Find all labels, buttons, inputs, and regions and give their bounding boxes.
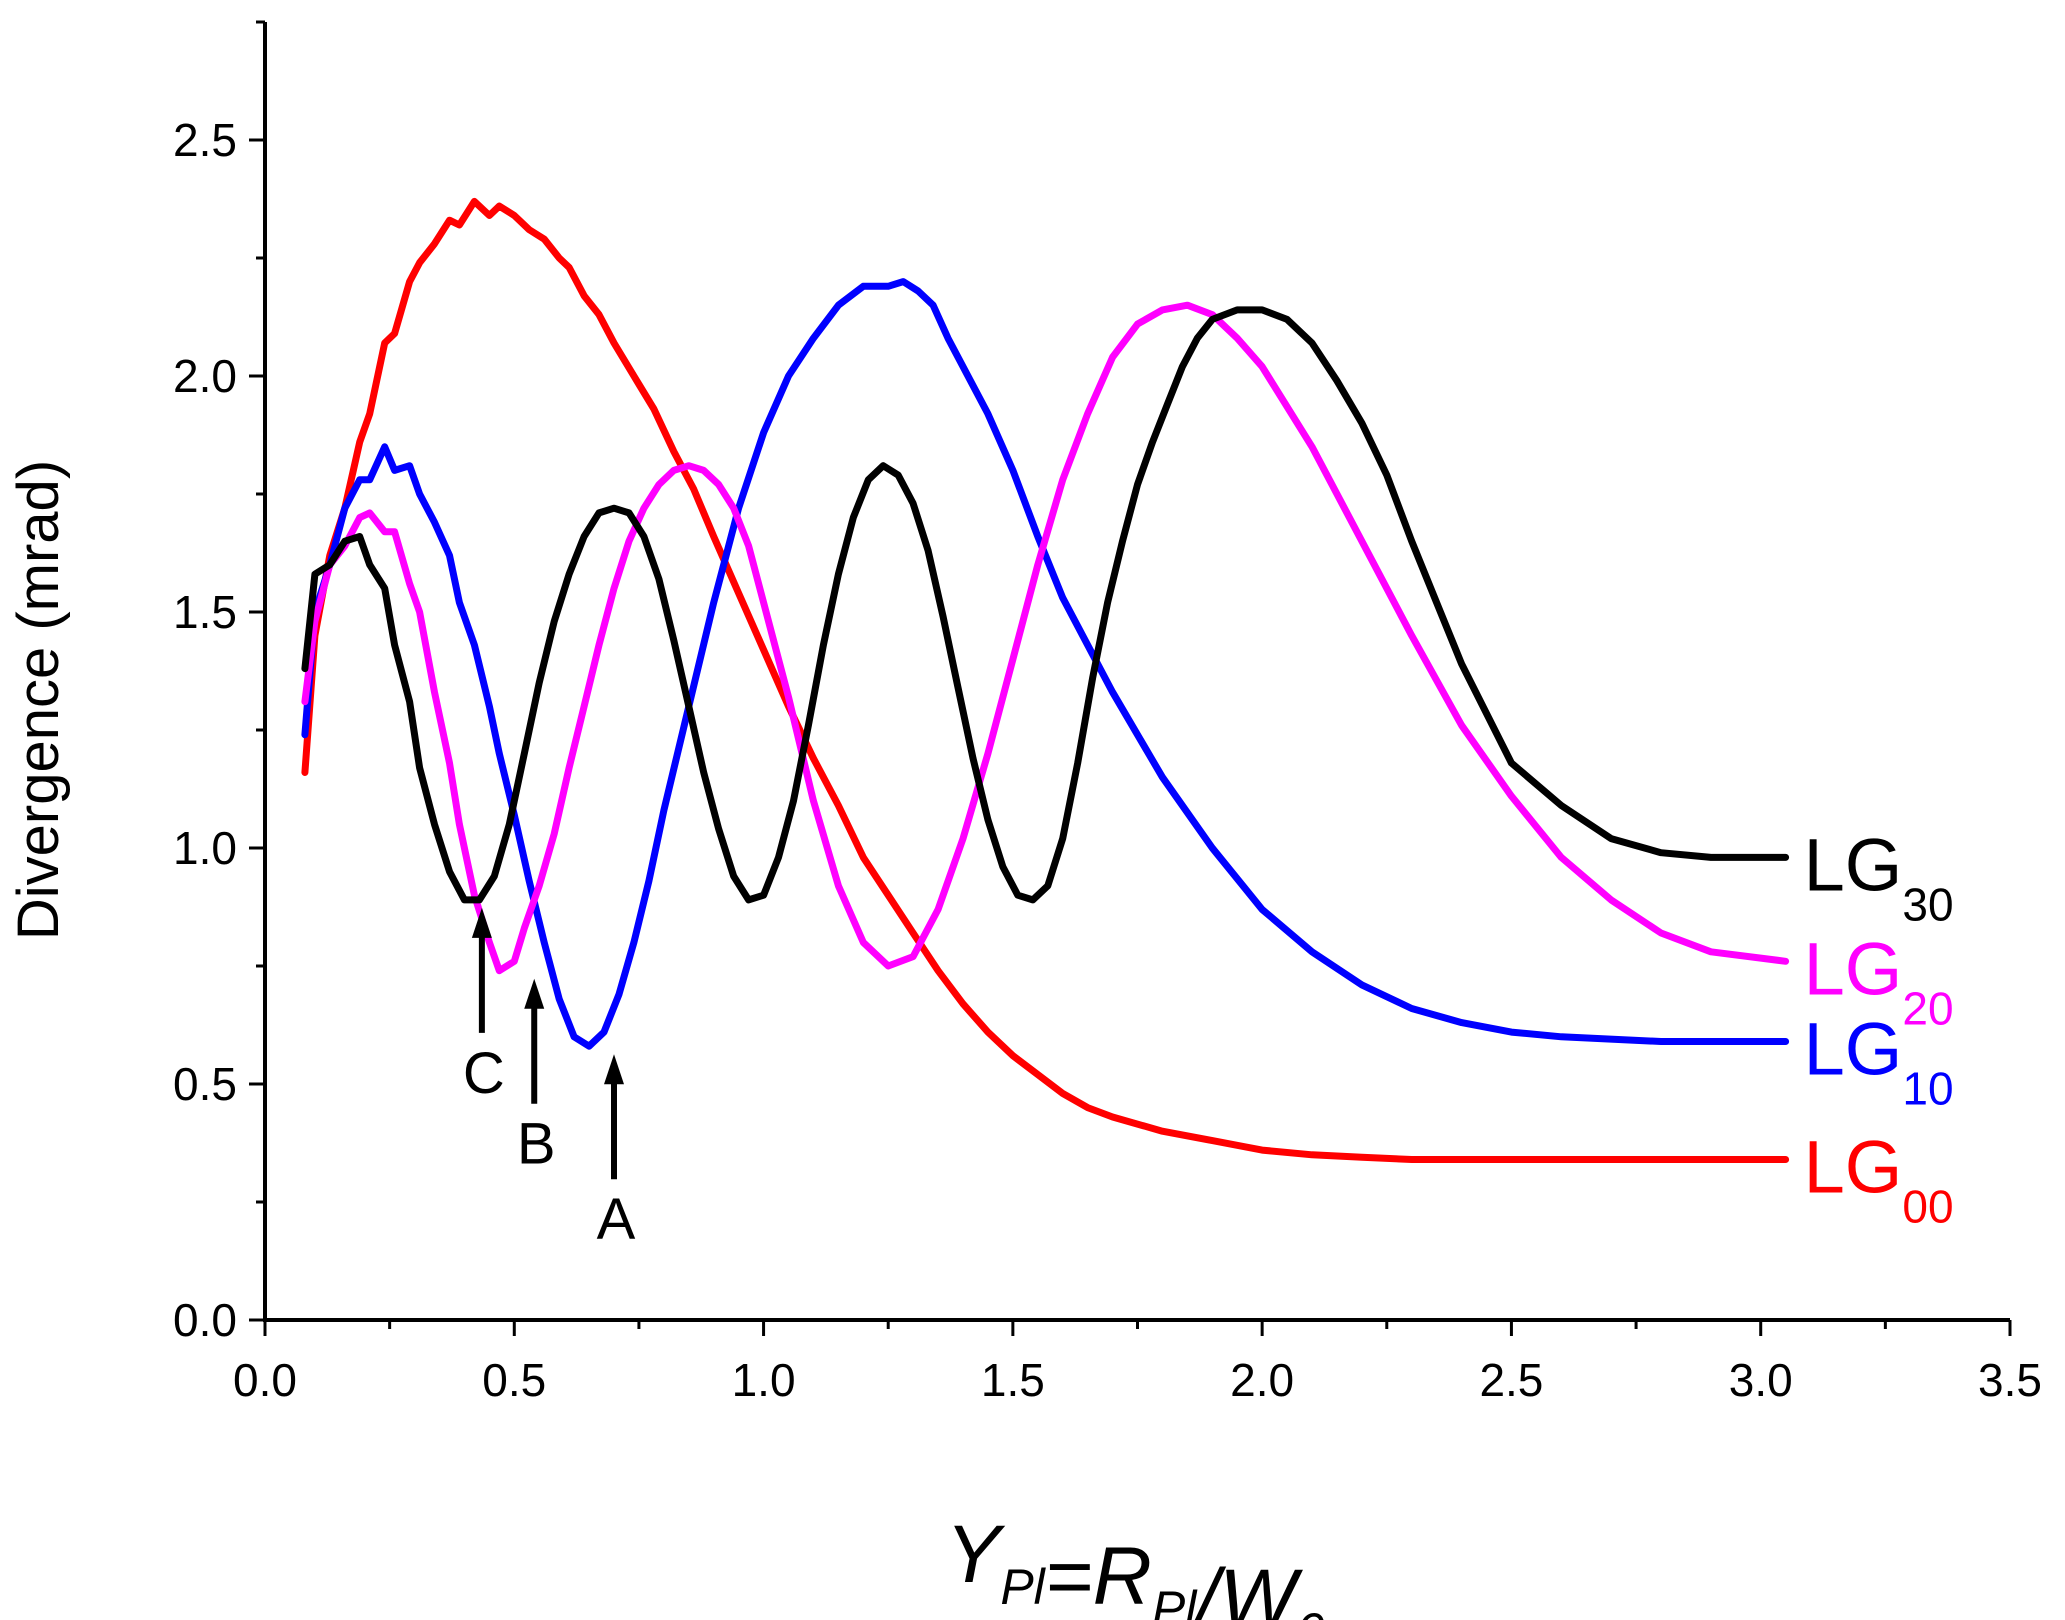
y-axis-title: Divergence (mrad) xyxy=(6,460,71,940)
annotation-label-c: C xyxy=(463,1041,505,1106)
x-tick-label: 1.0 xyxy=(732,1354,796,1406)
x-tick-label: 3.0 xyxy=(1729,1354,1793,1406)
series-line-lg20 xyxy=(301,301,1790,975)
series-line-lg30 xyxy=(301,306,1790,904)
annotation-arrow-a xyxy=(604,1054,624,1180)
ticks: 0.0 0.5 1.0 1.5 2.0 2.5 3.0 3.5 0.0 0.5 1.0 1.5 2.0 2… xyxy=(173,20,2042,1406)
x-tick-label: 1.5 xyxy=(981,1354,1045,1406)
y-tick-label: 2.5 xyxy=(173,114,237,166)
y-tick-label: 0.5 xyxy=(173,1058,237,1110)
legend-label-lg00: LG00 xyxy=(1804,1126,1954,1233)
annotation-label-b: B xyxy=(517,1112,556,1177)
x-tick-label: 2.5 xyxy=(1479,1354,1543,1406)
legend-label-lg10: LG10 xyxy=(1804,1008,1954,1115)
series-line-lg00 xyxy=(301,197,1790,1163)
y-tick-label: 1.5 xyxy=(173,586,237,638)
y-tick-label: 2.0 xyxy=(173,350,237,402)
x-tick-label: 0.0 xyxy=(233,1354,297,1406)
annotation-arrow-c xyxy=(471,907,492,1033)
x-axis-title: YPl=RPl/W0 xyxy=(946,1509,1325,1620)
y-tick-label: 1.0 xyxy=(173,822,237,874)
annotation-label-a: A xyxy=(597,1187,636,1252)
legend-label-lg20: LG20 xyxy=(1804,927,1954,1034)
annotation-arrow-b xyxy=(524,978,545,1104)
series-line-lg10 xyxy=(301,278,1790,1050)
x-tick-label: 2.0 xyxy=(1230,1354,1294,1406)
x-tick-label: 0.5 xyxy=(482,1354,546,1406)
legend-label-lg30: LG30 xyxy=(1804,823,1954,930)
series-lines xyxy=(301,197,1790,1163)
y-tick-label: 0.0 xyxy=(173,1294,237,1346)
annotations: CBA xyxy=(463,907,636,1252)
x-tick-label: 3.5 xyxy=(1978,1354,2042,1406)
